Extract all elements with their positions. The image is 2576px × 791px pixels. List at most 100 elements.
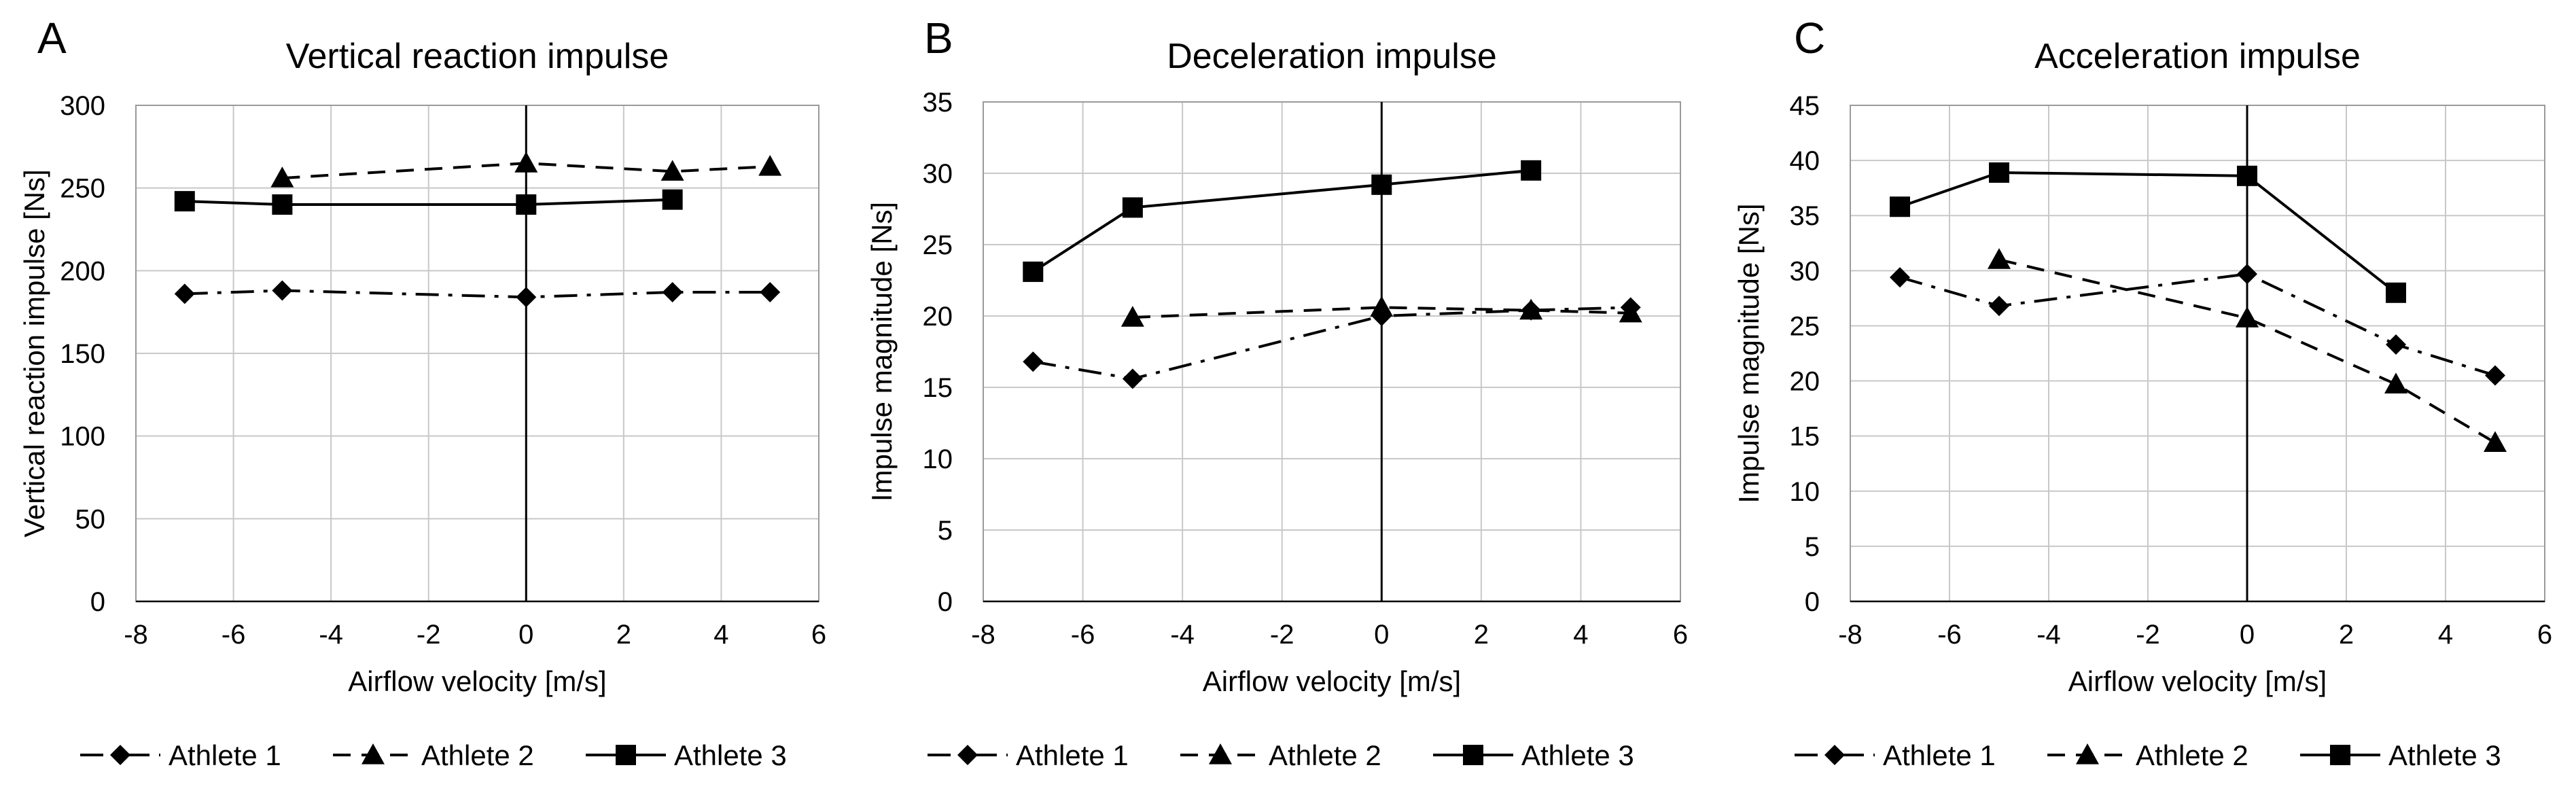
data-point <box>270 166 294 188</box>
y-tick-label: 20 <box>1790 367 1820 397</box>
panel-letter: C <box>1794 14 1825 63</box>
x-tick-label: 6 <box>1673 620 1688 650</box>
series-3 <box>1890 162 2406 303</box>
y-tick-label: 250 <box>60 174 105 204</box>
x-tick-label: -4 <box>2036 620 2061 650</box>
series-line <box>184 289 771 299</box>
x-tick-label: -4 <box>1170 620 1195 650</box>
x-tick-label: 2 <box>2339 620 2354 650</box>
legend: Athlete 1 Athlete 2 Athlete 3 <box>80 739 787 771</box>
legend-label: Athlete 2 <box>2136 739 2248 771</box>
data-point <box>760 281 781 302</box>
gridlines <box>1850 105 2545 602</box>
legend-marker <box>1209 743 1232 764</box>
series-line <box>1899 171 2397 294</box>
legend-item: Athlete 3 <box>586 739 787 771</box>
x-tick-label: -2 <box>1270 620 1294 650</box>
series-3 <box>1023 160 1542 282</box>
data-point <box>2484 431 2507 452</box>
data-point <box>1890 196 1910 217</box>
data-point <box>1619 301 1642 323</box>
data-point <box>2237 165 2257 186</box>
x-tick-label: -4 <box>319 620 343 650</box>
series-line <box>282 162 771 180</box>
y-tick-label: 300 <box>60 91 105 121</box>
legend-item: Athlete 2 <box>1180 739 1381 771</box>
y-axis-label: Vertical reaction impulse [Ns] <box>18 169 50 538</box>
legend-item: Athlete 1 <box>928 739 1129 771</box>
data-point <box>514 152 538 173</box>
chart-title: Acceleration impulse <box>2034 37 2361 76</box>
legend-marker <box>1824 745 1845 765</box>
gridlines <box>135 105 819 602</box>
data-point <box>1988 248 2011 269</box>
y-tick-label: 50 <box>75 504 106 534</box>
x-axis-label: Airflow velocity [m/s] <box>348 665 606 697</box>
y-tick-label: 0 <box>90 587 105 617</box>
legend-label: Athlete 3 <box>1521 739 1634 771</box>
x-tick-label: 6 <box>2537 620 2552 650</box>
legend-marker <box>957 745 978 765</box>
y-tick-label: 45 <box>1790 91 1820 121</box>
y-tick-label: 25 <box>923 230 953 260</box>
series-3 <box>174 189 683 215</box>
y-tick-label: 15 <box>923 373 953 403</box>
y-tick-label: 100 <box>60 422 105 452</box>
data-point <box>758 155 782 176</box>
data-point <box>1023 351 1044 372</box>
data-point <box>1519 298 1543 320</box>
y-tick-label: 10 <box>923 444 953 474</box>
legend-item: Athlete 1 <box>80 739 281 771</box>
x-tick-label: -2 <box>2136 620 2160 650</box>
data-point <box>660 160 684 181</box>
data-point <box>516 287 537 308</box>
legend-label: Athlete 3 <box>2388 739 2501 771</box>
y-tick-label: 35 <box>923 88 953 118</box>
legend-label: Athlete 1 <box>1883 739 1996 771</box>
x-tick-label: -6 <box>222 620 246 650</box>
data-point <box>2485 365 2505 386</box>
panel-letter: B <box>924 14 953 63</box>
data-point <box>1122 368 1143 389</box>
y-tick-label: 15 <box>1790 422 1820 452</box>
x-tick-label: 4 <box>1573 620 1588 650</box>
legend-marker <box>2076 743 2099 764</box>
legend-marker <box>110 745 130 765</box>
data-point <box>174 283 195 304</box>
x-tick-label: 0 <box>1374 620 1389 650</box>
legend-item: Athlete 2 <box>333 739 534 771</box>
x-tick-label: -8 <box>124 620 148 650</box>
legend-label: Athlete 2 <box>421 739 534 771</box>
legend-item: Athlete 1 <box>1795 739 1996 771</box>
data-point <box>1989 162 2009 183</box>
y-tick-label: 0 <box>1805 587 1820 617</box>
x-tick-label: -2 <box>417 620 441 650</box>
legend-marker <box>1463 745 1483 765</box>
y-tick-label: 10 <box>1790 477 1820 507</box>
y-tick-label: 35 <box>1790 201 1820 231</box>
series-1 <box>174 280 781 308</box>
series-2 <box>1988 248 2507 452</box>
x-tick-label: 2 <box>616 620 631 650</box>
plot-area <box>1850 105 2545 602</box>
data-point <box>1121 306 1144 327</box>
legend-marker <box>2330 745 2350 765</box>
data-point <box>1370 296 1394 317</box>
series-line <box>1899 273 2496 377</box>
y-tick-label: 30 <box>923 159 953 189</box>
legend: Athlete 1 Athlete 2 Athlete 3 <box>928 739 1634 771</box>
series-line <box>1998 258 2496 444</box>
legend-label: Athlete 1 <box>1016 739 1129 771</box>
chart-title: Vertical reaction impulse <box>286 37 669 76</box>
chart-panel-a: A Vertical reaction impulse 0 50 100 150 200 25… <box>18 14 826 771</box>
legend: Athlete 1 Athlete 2 Athlete 3 <box>1795 739 2501 771</box>
gridlines <box>983 101 1681 602</box>
legend-label: Athlete 2 <box>1269 739 1381 771</box>
x-tick-label: -6 <box>1071 620 1095 650</box>
legend-label: Athlete 3 <box>674 739 787 771</box>
series-line <box>1032 169 1532 273</box>
chart-panel-c: C Acceleration impulse051015202530354045-… <box>1733 14 2552 771</box>
data-point <box>174 191 195 212</box>
data-point <box>2236 306 2259 328</box>
